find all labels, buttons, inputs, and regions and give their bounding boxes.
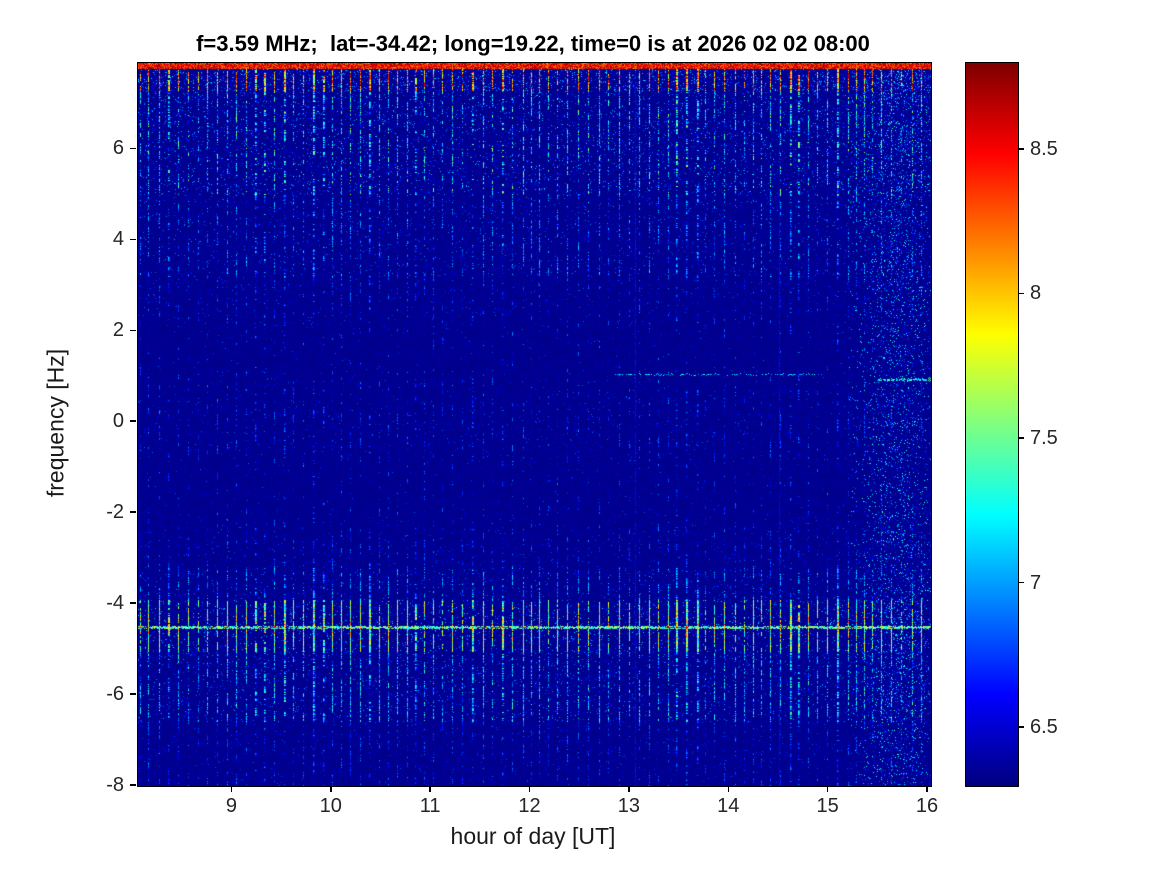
x-tick-label: 16 — [915, 795, 939, 817]
y-tick-mark — [130, 602, 136, 604]
colorbar — [965, 62, 1019, 787]
colorbar-tick-label: 7.5 — [1030, 426, 1058, 449]
colorbar-tick-mark — [1019, 581, 1024, 584]
y-tick-label: -6 — [106, 683, 124, 706]
x-tick-label: 14 — [717, 795, 740, 817]
colorbar-tick-mark — [1019, 292, 1024, 295]
x-tick-label: 10 — [319, 795, 342, 817]
y-tick-mark — [130, 147, 136, 150]
colorbar-tick-mark — [1019, 437, 1024, 439]
colorbar-tick-label: 6.5 — [1030, 716, 1058, 739]
x-tick-mark — [727, 786, 730, 792]
y-tick-mark — [130, 784, 136, 786]
x-tick-label: 12 — [518, 795, 541, 817]
y-tick-label: -4 — [106, 592, 124, 615]
y-tick-mark — [130, 238, 136, 241]
plot-area — [137, 62, 932, 787]
spectrogram-canvas — [138, 63, 931, 786]
colorbar-tick-label: 8 — [1030, 282, 1042, 305]
x-axis-label: hour of day [UT] — [450, 823, 616, 849]
y-tick-label: 2 — [112, 319, 124, 342]
x-tick-label: 9 — [225, 795, 237, 817]
y-tick-label: -8 — [106, 774, 124, 796]
x-tick-mark — [429, 786, 431, 792]
x-tick-mark — [926, 786, 928, 792]
colorbar-tick-mark — [1019, 726, 1024, 728]
x-tick-label: 13 — [617, 795, 641, 817]
x-tick-mark — [330, 786, 332, 792]
x-tick-label: 15 — [816, 795, 839, 817]
x-tick-mark — [230, 786, 233, 792]
y-tick-label: 4 — [112, 228, 124, 251]
chart-title: f=3.59 MHz; lat=-34.42; long=19.22, time… — [196, 31, 870, 56]
x-tick-mark — [628, 786, 630, 792]
x-tick-mark — [528, 786, 531, 792]
y-tick-mark — [130, 511, 136, 513]
colorbar-tick-label: 7 — [1030, 571, 1042, 594]
colorbar-tick-mark — [1019, 148, 1024, 150]
y-tick-label: 0 — [112, 410, 124, 433]
x-tick-mark — [826, 786, 829, 792]
y-tick-mark — [130, 329, 136, 332]
colorbar-canvas — [966, 63, 1018, 786]
y-tick-label: -2 — [106, 501, 124, 524]
y-tick-mark — [130, 420, 136, 422]
x-tick-label: 11 — [419, 795, 441, 817]
y-tick-label: 6 — [112, 137, 124, 160]
colorbar-tick-label: 8.5 — [1030, 137, 1058, 160]
y-tick-mark — [130, 693, 136, 695]
